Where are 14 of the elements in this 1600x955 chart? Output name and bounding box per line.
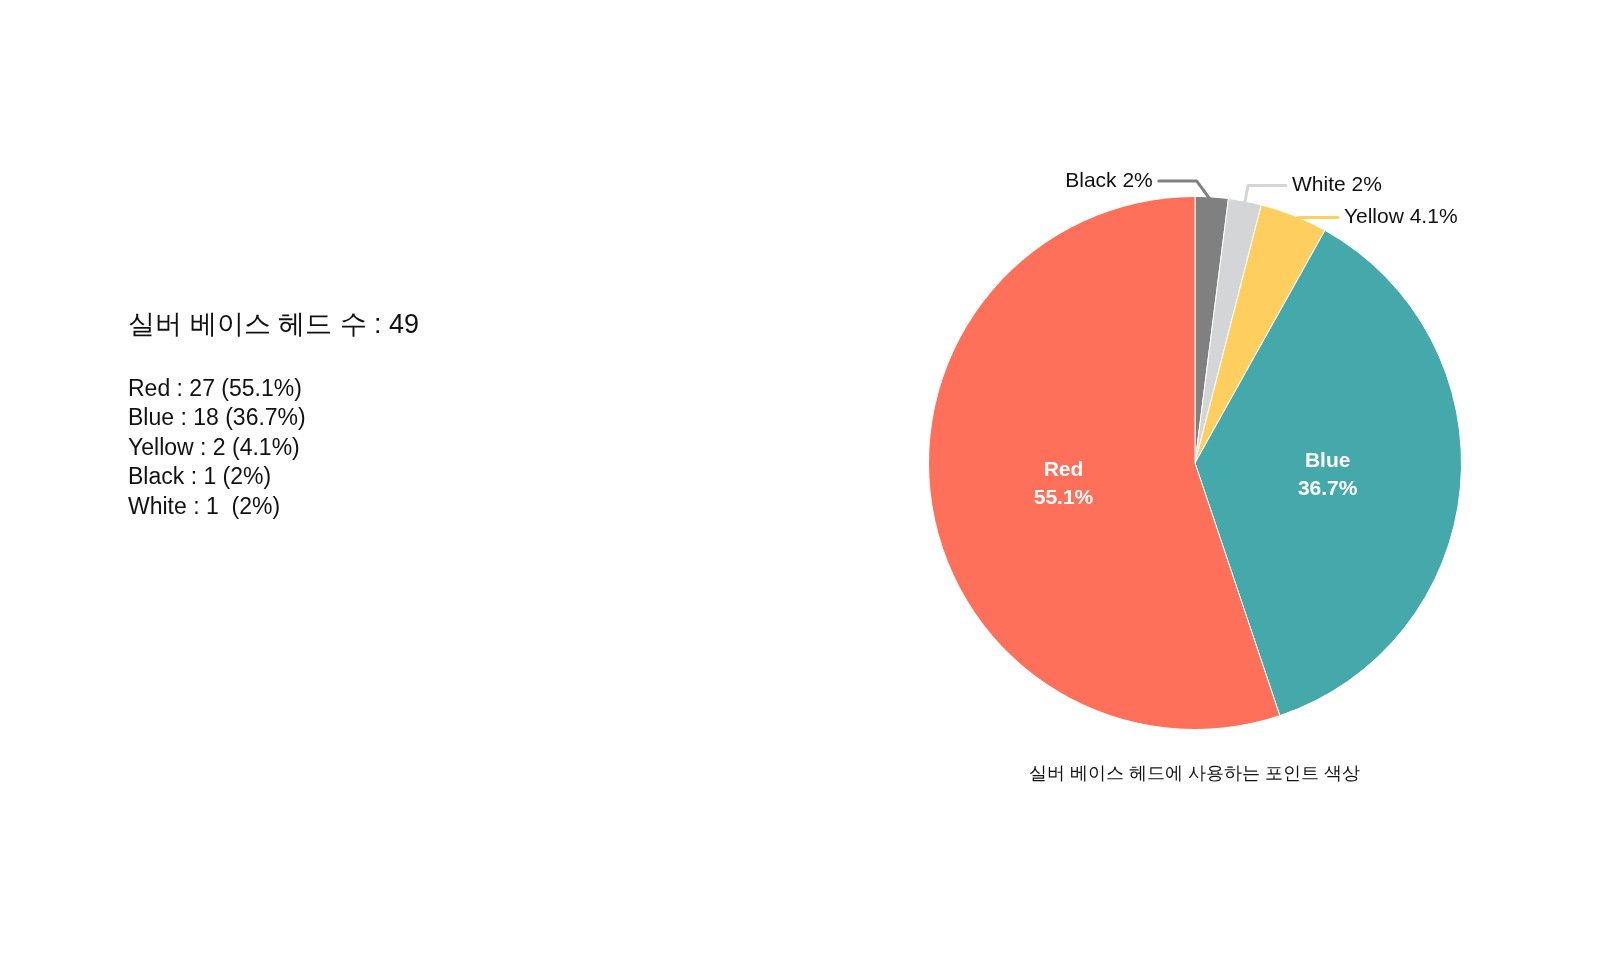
slice-label: Yellow 4.1% — [1343, 204, 1458, 228]
data-label: 55.1% — [1033, 485, 1094, 509]
text: Yellow : 2 (4.1%) — [128, 432, 301, 462]
text: Blue : 18 (36.7%) — [128, 403, 307, 433]
slice-label: Red — [1043, 457, 1084, 481]
data-label: 36.7% — [1297, 476, 1358, 500]
text: 실버 베이스 헤드에 사용하는 포인트 색상 — [1028, 762, 1362, 785]
text: Red : 27 (55.1%) — [128, 374, 303, 403]
slice-label: Black 2% — [1065, 167, 1153, 191]
slice-label: White 2% — [1291, 172, 1382, 196]
text: 실버 베이스 헤드 수 : 49 — [128, 308, 420, 341]
text: Black : 1 (2%) — [128, 462, 273, 492]
text: White : 1 (2%) — [128, 491, 282, 521]
slice-label: Blue — [1304, 448, 1351, 472]
